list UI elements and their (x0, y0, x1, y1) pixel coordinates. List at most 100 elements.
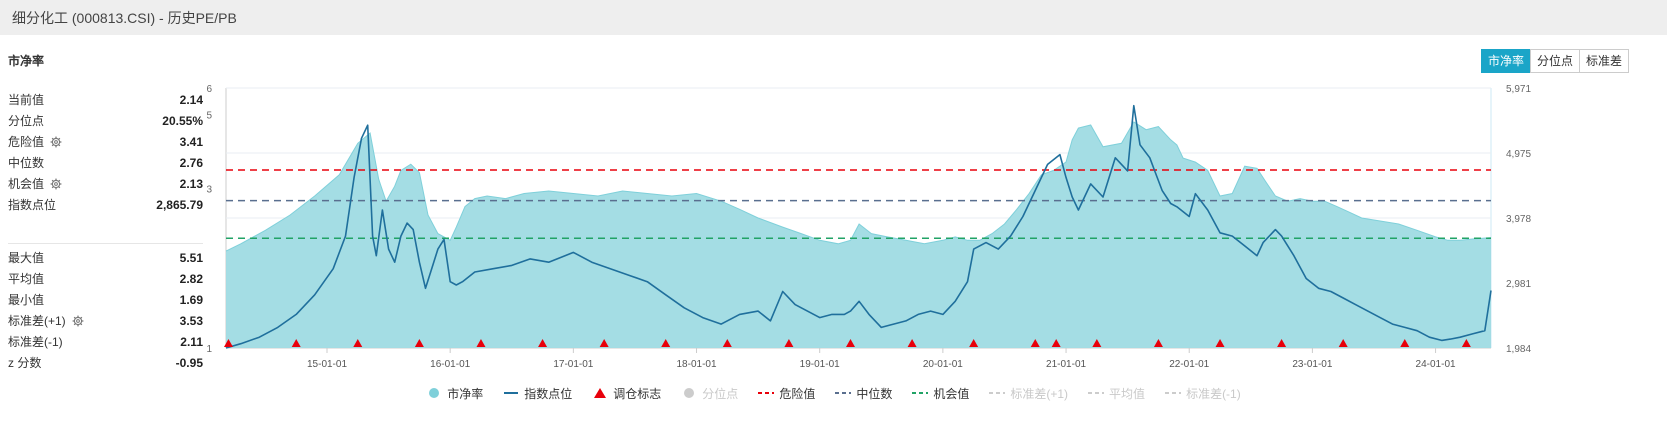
tab-pb[interactable]: 市净率 (1481, 49, 1532, 73)
right-tick-label: 3,978 (1506, 214, 1531, 225)
rebalance-marker (1461, 339, 1471, 347)
stat-label-text: 最小值 (8, 293, 45, 307)
rebalance-marker (538, 339, 548, 347)
legend-dash-icon (835, 392, 852, 394)
stat-row: 分位点 20.55% (8, 110, 203, 131)
legend-item[interactable]: 调仓标志 (592, 385, 661, 402)
gear-icon[interactable] (50, 178, 62, 190)
stat-label-text: 最大值 (8, 251, 45, 265)
rebalance-marker (1400, 339, 1410, 347)
legend-label: 调仓标志 (613, 386, 662, 401)
rebalance-marker (223, 339, 233, 347)
rebalance-marker (1092, 339, 1102, 347)
stat-value: 2.14 (179, 92, 203, 107)
legend-dash-icon (1165, 392, 1182, 394)
legend-item[interactable]: 市净率 (426, 385, 483, 402)
legend-dot-icon (429, 388, 440, 398)
x-tick-label: 17-01-01 (553, 359, 593, 370)
legend-label: 标准差(+1) (1010, 386, 1069, 401)
legend-dash-icon (758, 392, 775, 394)
stat-row: 指数点位 2,865.79 (8, 194, 203, 215)
legend-triangle-icon (594, 388, 607, 398)
left-tick-label: 1 (206, 344, 212, 355)
section-title: 市净率 (8, 54, 45, 68)
rebalance-marker (1153, 339, 1163, 347)
rebalance-marker (1338, 339, 1348, 347)
legend-label: 平均值 (1109, 386, 1146, 401)
chart-legend: 市净率 指数点位 调仓标志 分位点 危险值 中位数 机会值 标准差(+1) 平均值 标准差(-1) (0, 385, 1667, 401)
stats-panel-bottom: 最大值 5.51 平均值 2.82 最小值 1.69 标准差(+1) 3.53 标准差(-1) 2… (8, 247, 203, 373)
stat-row: 机会值 2.13 (8, 173, 203, 194)
stat-value: 2,865.79 (156, 197, 203, 212)
stat-row: 最大值 5.51 (8, 247, 203, 268)
right-tick-label: 2,981 (1506, 279, 1531, 290)
legend-label: 标准差(-1) (1186, 386, 1241, 401)
legend-item[interactable]: 指数点位 (503, 385, 572, 402)
rebalance-marker (661, 339, 671, 347)
x-tick-label: 16-01-01 (430, 359, 470, 370)
rebalance-marker (1030, 339, 1040, 347)
rebalance-marker (291, 339, 301, 347)
stat-label: 最小值 (8, 291, 44, 308)
legend-label: 机会值 (933, 386, 970, 401)
stat-label: 标准差(-1) (8, 333, 63, 350)
legend-item[interactable]: 中位数 (835, 385, 892, 402)
x-tick-label: 20-01-01 (923, 359, 963, 370)
legend-item[interactable]: 标准差(-1) (1165, 385, 1241, 402)
title-bar: 细分化工 (000813.CSI) - 历史PE/PB (0, 0, 1667, 35)
legend-dot-icon (684, 388, 695, 398)
pb-area (226, 121, 1491, 349)
stat-value: 3.41 (179, 134, 203, 149)
stat-value: 2.82 (179, 271, 203, 286)
page-title: 细分化工 (000813.CSI) - 历史PE/PB (12, 10, 237, 26)
legend-dash-icon (912, 392, 929, 394)
right-tick-label: 1,984 (1506, 344, 1531, 355)
gear-icon[interactable] (72, 315, 84, 327)
stat-value: 20.55% (162, 113, 203, 128)
rebalance-marker (1051, 339, 1061, 347)
gear-icon[interactable] (50, 136, 62, 148)
legend-item[interactable]: 危险值 (758, 385, 815, 402)
tab-percentile[interactable]: 分位点 (1530, 49, 1581, 73)
rebalance-marker (476, 339, 486, 347)
rebalance-marker (1215, 339, 1225, 347)
stat-label: 中位数 (8, 154, 44, 171)
stat-label: 平均值 (8, 270, 44, 287)
stat-value: 2.76 (179, 155, 203, 170)
legend-dash-icon (989, 392, 1006, 394)
stat-value: -0.95 (175, 355, 203, 370)
left-tick-label: 5 (206, 110, 212, 121)
x-tick-label: 18-01-01 (677, 359, 717, 370)
stat-label-text: 分位点 (8, 114, 45, 128)
x-tick-label: 23-01-01 (1292, 359, 1332, 370)
right-tick-label: 5,971 (1506, 84, 1531, 95)
stat-row: z 分数 -0.95 (8, 352, 203, 373)
right-tick-label: 4,975 (1506, 149, 1531, 160)
stat-label-text: 机会值 (8, 177, 45, 191)
legend-item[interactable]: 标准差(+1) (989, 385, 1068, 402)
legend-item[interactable]: 平均值 (1088, 385, 1145, 402)
index-line (225, 104, 1492, 349)
legend-label: 中位数 (856, 386, 893, 401)
x-tick-label: 22-01-01 (1169, 359, 1209, 370)
stat-label-text: 中位数 (8, 156, 45, 170)
legend-item[interactable]: 分位点 (681, 385, 738, 402)
stat-label-text: 平均值 (8, 272, 45, 286)
stat-row: 当前值 2.14 (8, 89, 203, 110)
stat-value: 2.13 (179, 176, 203, 191)
rebalance-marker (969, 339, 979, 347)
legend-label: 分位点 (702, 386, 739, 401)
stat-label-text: 标准差(+1) (8, 314, 66, 328)
stat-label: 危险值 (8, 133, 62, 150)
left-tick-label: 6 (206, 84, 212, 95)
tab-stddev[interactable]: 标准差 (1579, 49, 1630, 73)
stat-label-text: 危险值 (8, 135, 45, 149)
x-tick-label: 21-01-01 (1046, 359, 1086, 370)
legend-item[interactable]: 机会值 (912, 385, 969, 402)
stat-label: 最大值 (8, 249, 44, 266)
legend-dash-icon (1088, 392, 1105, 394)
stat-value: 3.53 (179, 313, 203, 328)
stats-panel-top: 当前值 2.14 分位点 20.55% 危险值 3.41 中位数 2.76 机会值 2.13 指数点… (8, 89, 203, 215)
stat-label-text: 当前值 (8, 93, 45, 107)
